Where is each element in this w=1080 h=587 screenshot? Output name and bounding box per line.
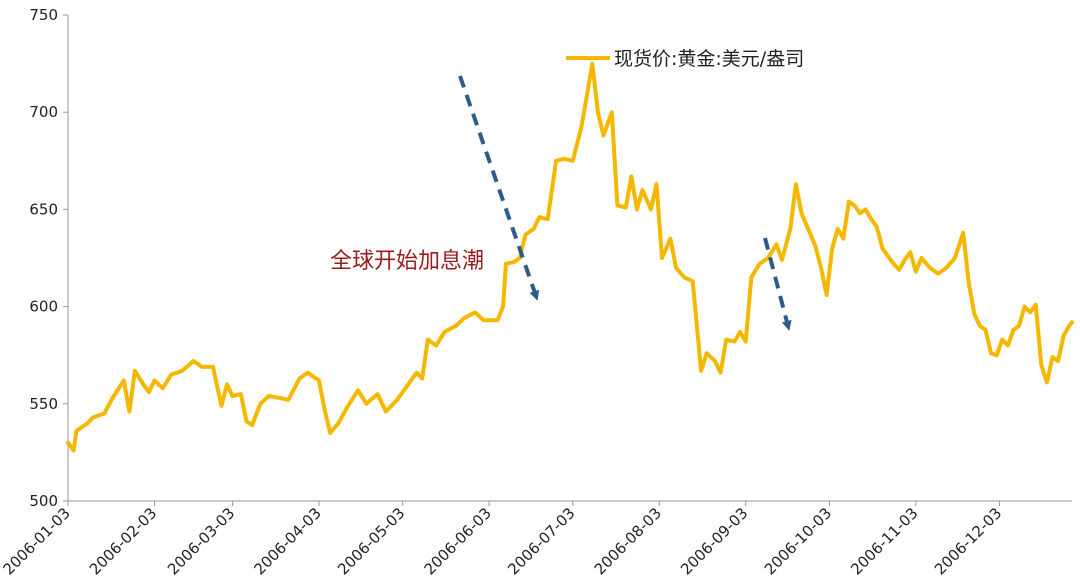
x-tick-label: 2006-03-03 — [164, 504, 238, 578]
x-tick-label: 2006-10-03 — [761, 504, 835, 578]
legend-label: 现货价:黄金:美元/盎司 — [614, 48, 804, 70]
x-tick-label: 2006-07-03 — [504, 504, 578, 578]
y-tick-label: 700 — [29, 103, 58, 121]
x-axis-ticks: 2006-01-03 2006-02-03 2006-03-03 2006-04-03… — [0, 501, 1005, 578]
y-tick-label: 500 — [29, 492, 58, 510]
x-tick-label: 2006-08-03 — [591, 504, 665, 578]
y-tick-label: 600 — [29, 298, 58, 316]
y-axis-ticks: 500 550 600 650 700 750 — [29, 6, 68, 510]
x-tick-label: 2006-09-03 — [677, 504, 751, 578]
legend: 现货价:黄金:美元/盎司 — [566, 48, 804, 70]
y-tick-label: 750 — [29, 6, 58, 24]
y-tick-label: 550 — [29, 395, 58, 413]
y-tick-label: 650 — [29, 200, 58, 218]
x-tick-label: 2006-11-03 — [847, 504, 921, 578]
x-tick-label: 2006-05-03 — [334, 504, 408, 578]
x-tick-label: 2006-06-03 — [421, 504, 495, 578]
trend-arrows — [458, 75, 792, 331]
series-line-gold-spot-price — [66, 61, 1074, 453]
x-tick-label: 2006-02-03 — [86, 504, 160, 578]
annotation-text: 全球开始加息潮 — [330, 249, 484, 274]
x-tick-label: 2006-01-03 — [0, 504, 74, 578]
x-tick-label: 2006-04-03 — [250, 504, 324, 578]
decline-arrow-2 — [763, 237, 792, 331]
series-group — [66, 61, 1074, 453]
x-tick-label: 2006-12-03 — [931, 504, 1005, 578]
